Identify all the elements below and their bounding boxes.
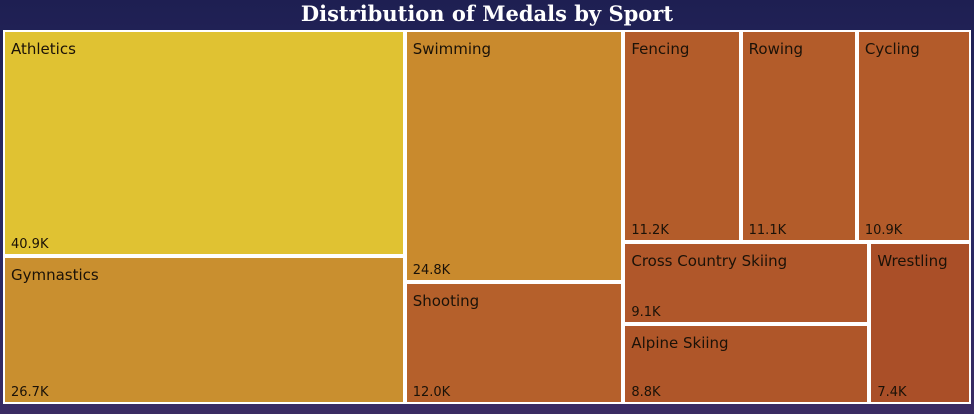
tile-value: 7.4K <box>877 384 907 400</box>
tile-value: 40.9K <box>11 237 49 253</box>
tile-label: Rowing <box>748 40 804 58</box>
tile-value: 9.1K <box>631 305 661 321</box>
tile-label: Alpine Skiing <box>631 334 729 353</box>
tile-label: Shooting <box>412 292 480 311</box>
treemap-tile-alpine-skiing[interactable]: Alpine Skiing 8.8K <box>623 324 870 404</box>
treemap: Athletics 40.9K Gymnastics 26.7K Swimming 24.… <box>3 30 971 404</box>
chart-title: Distribution of Medals by Sport <box>300 1 674 26</box>
tile-value: 11.2K <box>631 223 669 239</box>
tile-label: Swimming <box>412 40 492 58</box>
treemap-tile-athletics[interactable]: Athletics 40.9K <box>3 30 405 257</box>
treemap-tile-swimming[interactable]: Swimming 24.8K <box>404 30 624 283</box>
tile-value: 26.7K <box>11 384 49 400</box>
tile-label: Fencing <box>631 40 690 58</box>
tile-label: Cycling <box>864 40 920 58</box>
tile-value: 12.0K <box>412 384 451 400</box>
tile-value: 10.9K <box>864 223 903 239</box>
tile-label: Wrestling <box>877 252 948 271</box>
tile-label: Gymnastics <box>11 266 99 285</box>
treemap-tile-wrestling[interactable]: Wrestling 7.4K <box>869 242 971 404</box>
tile-value: 8.8K <box>631 384 661 400</box>
tile-value: 24.8K <box>412 263 451 279</box>
treemap-tile-shooting[interactable]: Shooting 12.0K <box>404 282 624 404</box>
treemap-tile-cross-country-skiing[interactable]: Cross Country Skiing 9.1K <box>623 242 870 325</box>
treemap-tile-rowing[interactable]: Rowing 11.1K <box>740 30 857 243</box>
treemap-tile-cycling[interactable]: Cycling 10.9K <box>856 30 971 243</box>
treemap-tile-gymnastics[interactable]: Gymnastics 26.7K <box>3 256 405 404</box>
tile-label: Athletics <box>11 40 76 58</box>
treemap-tile-fencing[interactable]: Fencing 11.2K <box>623 30 741 243</box>
tile-value: 11.1K <box>748 223 787 239</box>
tile-label: Cross Country Skiing <box>631 252 788 271</box>
